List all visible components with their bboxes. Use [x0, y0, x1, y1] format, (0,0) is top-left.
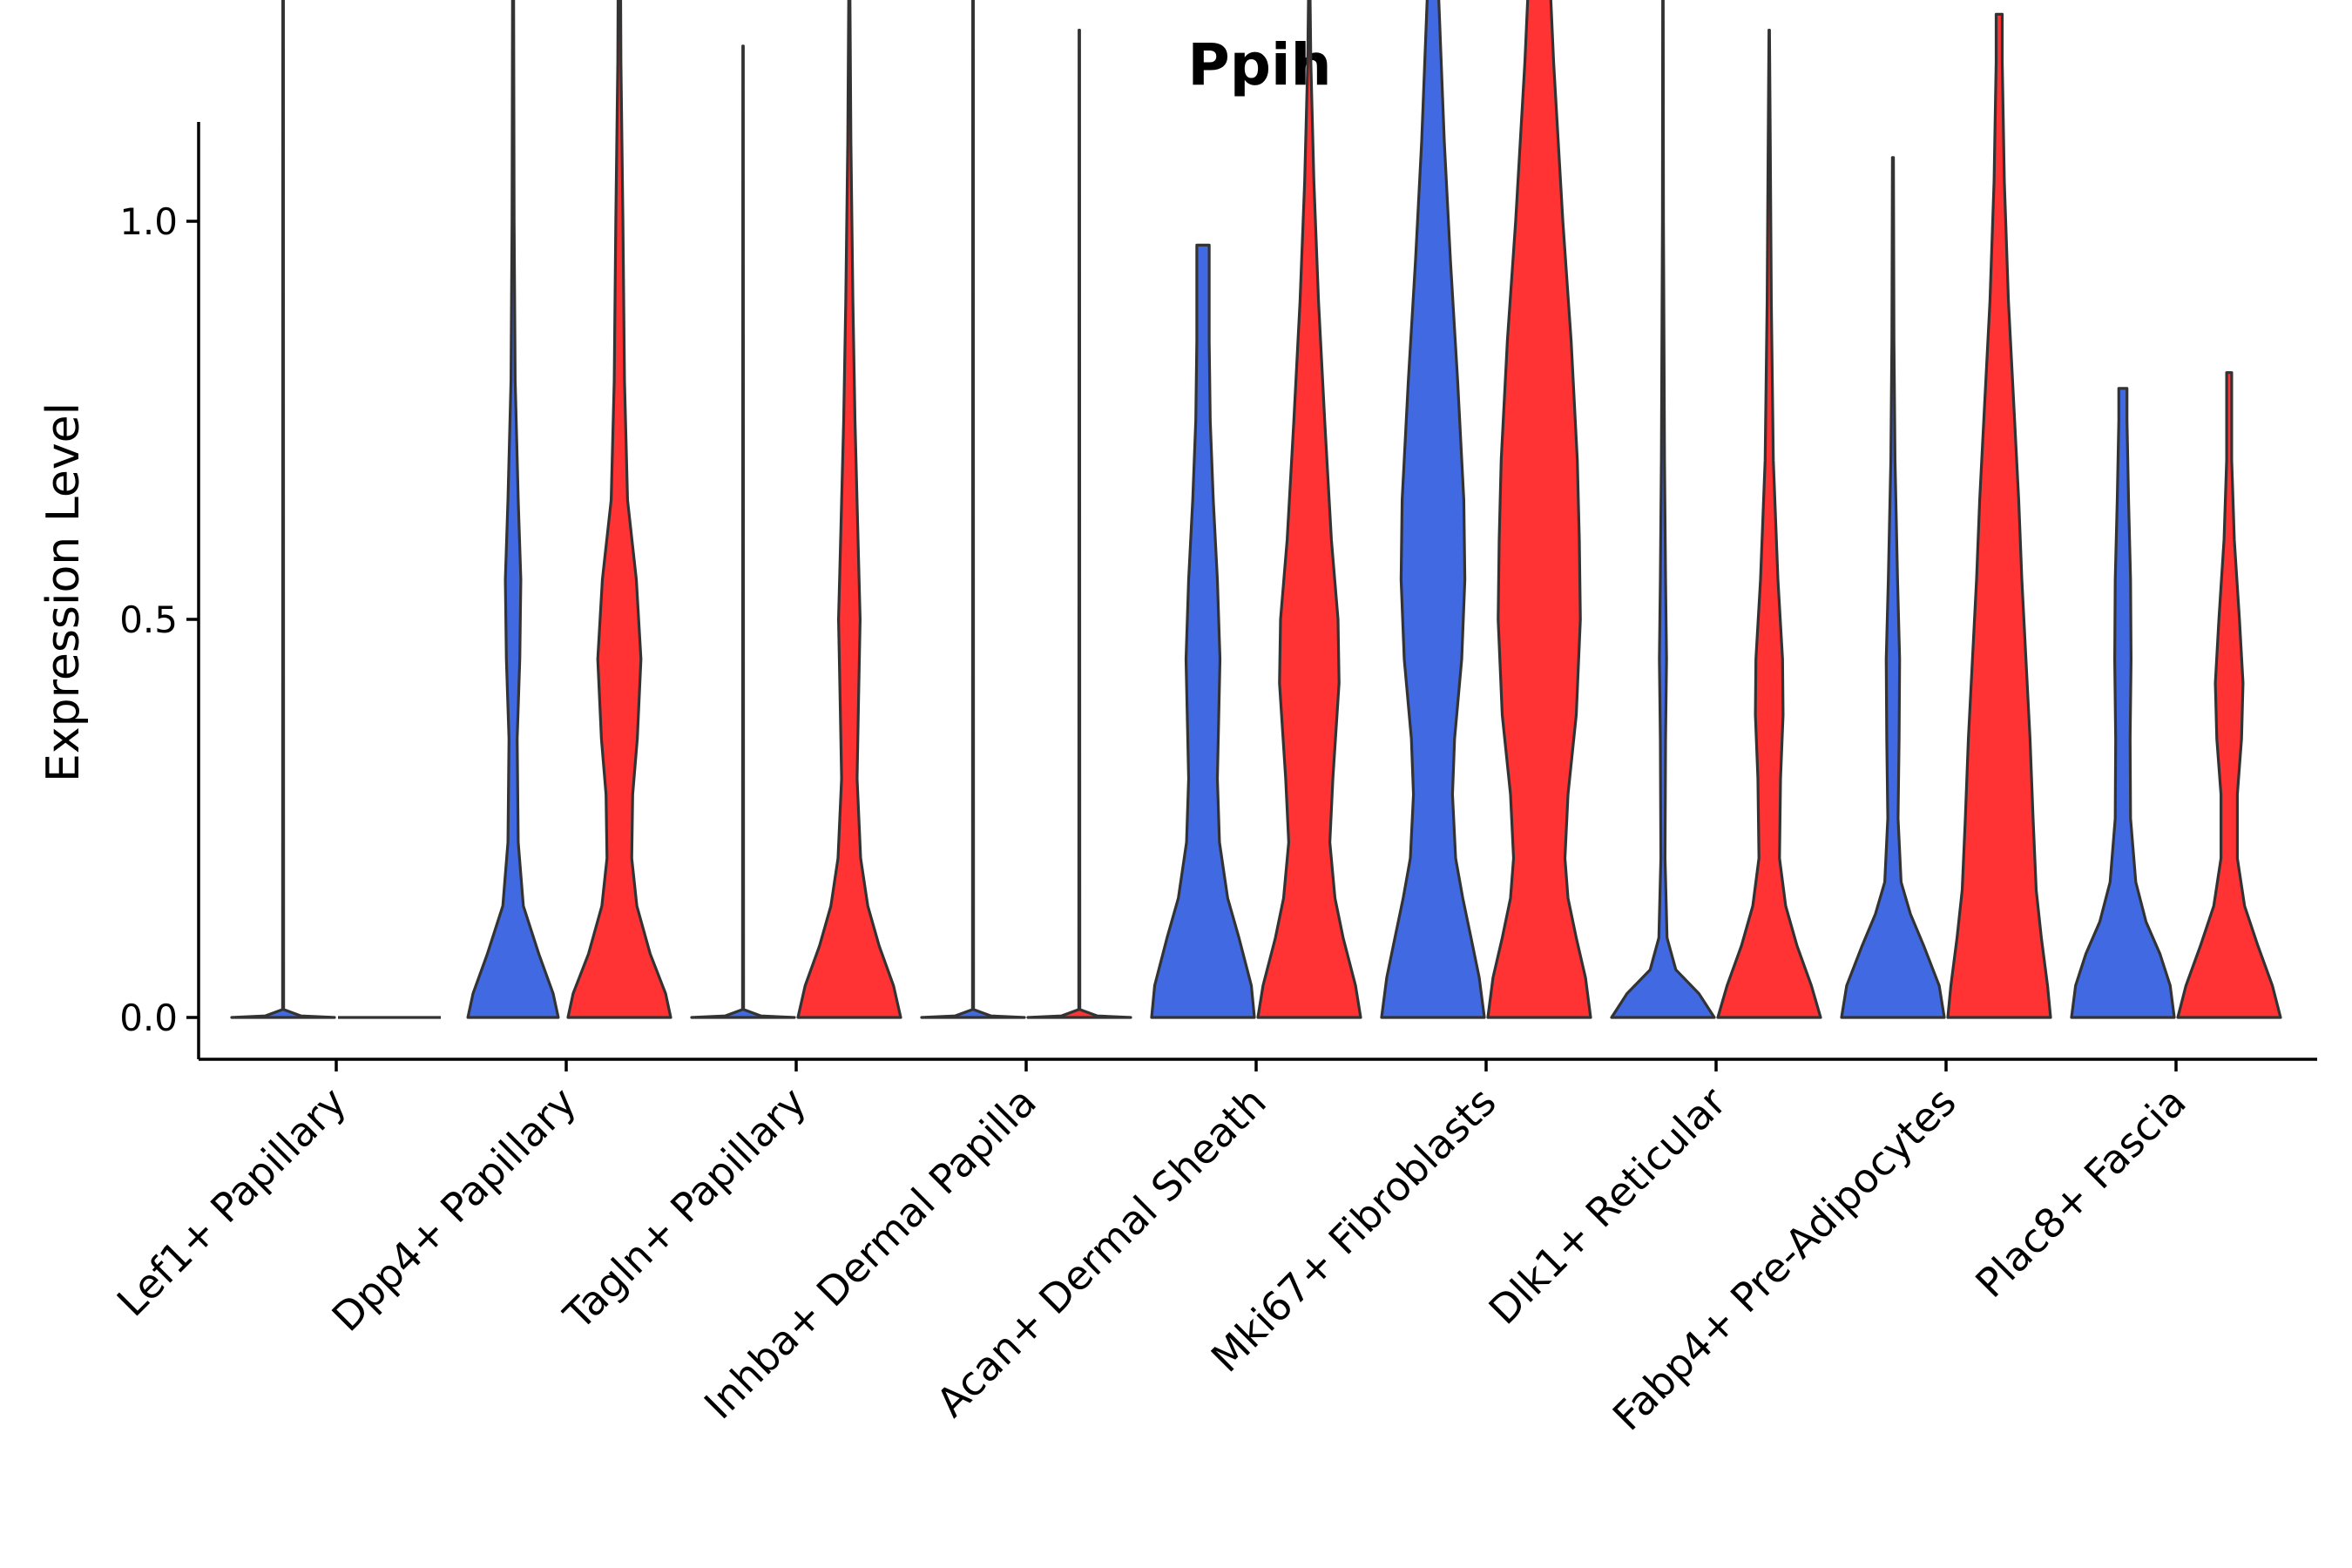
y-tick-label: 0.5	[119, 598, 178, 641]
violin-inhba-dermal-papilla-group-1	[920, 0, 1026, 1019]
violin-fabp4-pre-adipocytes-group-1	[1840, 156, 1946, 1019]
violin-acan-dermal-sheath-group-1	[1150, 243, 1256, 1019]
violin-lef1-papillary-group-1	[230, 0, 336, 1019]
violin-plac8-fascia-group-2	[2176, 371, 2282, 1019]
y-tick-label: 1.0	[119, 200, 178, 243]
x-tick-label: Dlk1+ Reticular	[1480, 1078, 1735, 1334]
y-axis-label: Expression Level	[37, 402, 90, 782]
violin-dlk1-reticular-group-2	[1716, 29, 1822, 1019]
violin-dpp4-papillary-group-2	[566, 0, 672, 1019]
violin-tagln-papillary-group-1	[690, 44, 796, 1019]
x-tick-label: Lef1+ Papillary	[108, 1078, 355, 1326]
violin-inhba-dermal-papilla-group-2	[1026, 29, 1132, 1019]
x-tick-label: Dpp4+ Papillary	[323, 1078, 585, 1341]
violin-dpp4-papillary-group-1	[466, 0, 560, 1019]
violin-acan-dermal-sheath-group-2	[1256, 0, 1362, 1019]
x-tick-label: Plac8+ Fascia	[1966, 1078, 2194, 1307]
y-tick-label: 0.0	[119, 997, 178, 1039]
violin-tagln-papillary-group-2	[796, 0, 902, 1019]
violins-layer	[230, 0, 2282, 1019]
violin-fabp4-pre-adipocytes-group-2	[1946, 12, 2052, 1019]
violin-mki67-fibroblasts-group-1	[1380, 0, 1486, 1019]
violin-dlk1-reticular-group-1	[1610, 0, 1716, 1019]
x-tick-label: Tagln+ Papillary	[554, 1078, 815, 1340]
violin-mki67-fibroblasts-group-2	[1486, 0, 1592, 1019]
violin-plac8-fascia-group-1	[2070, 387, 2176, 1019]
